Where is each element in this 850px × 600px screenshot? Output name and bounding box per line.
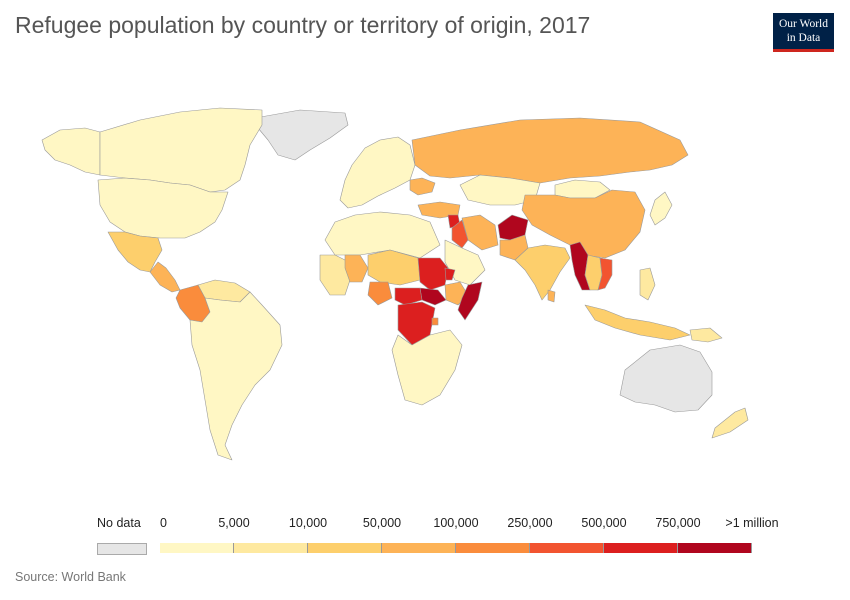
region-russia[interactable]: [411, 117, 689, 184]
region-eritrea[interactable]: [444, 267, 456, 281]
region-central-america[interactable]: [149, 261, 181, 293]
region-mali[interactable]: [344, 254, 369, 283]
region-usa[interactable]: [97, 177, 229, 239]
region-sri-lanka[interactable]: [547, 289, 556, 303]
region-india[interactable]: [514, 244, 571, 301]
region-philippines[interactable]: [639, 267, 656, 301]
region-somalia[interactable]: [457, 281, 483, 321]
region-vietnam[interactable]: [597, 257, 613, 291]
region-china[interactable]: [521, 189, 646, 259]
region-saudi-arabia[interactable]: [444, 239, 486, 286]
region-niger-chad[interactable]: [367, 249, 421, 286]
region-europe[interactable]: [339, 136, 416, 209]
region-alaska[interactable]: [41, 127, 101, 176]
region-greenland[interactable]: [254, 109, 349, 161]
region-mexico[interactable]: [107, 231, 163, 273]
region-iran[interactable]: [461, 214, 499, 251]
region-north-africa[interactable]: [324, 211, 441, 259]
region-nigeria[interactable]: [367, 281, 393, 306]
region-papua-new-guinea[interactable]: [689, 327, 723, 343]
region-japan[interactable]: [649, 191, 673, 226]
region-iraq[interactable]: [451, 219, 469, 249]
region-car[interactable]: [394, 287, 423, 306]
logo-line-2: in Data: [786, 32, 821, 44]
owid-logo[interactable]: Our World in Data: [773, 13, 834, 52]
region-south-sudan[interactable]: [419, 287, 447, 306]
region-south-america[interactable]: [189, 291, 283, 461]
region-ukraine[interactable]: [409, 177, 436, 196]
region-new-zealand[interactable]: [711, 407, 749, 439]
region-australia[interactable]: [619, 344, 713, 413]
region-indonesia[interactable]: [584, 304, 691, 341]
region-sudan[interactable]: [417, 257, 449, 291]
region-southern-africa[interactable]: [391, 329, 463, 406]
chart-title: Refugee population by country or territo…: [15, 12, 591, 38]
logo-line-1: Our World: [778, 18, 828, 30]
region-burundi[interactable]: [431, 317, 439, 326]
region-west-africa[interactable]: [319, 254, 351, 296]
source-note: Source: World Bank: [15, 570, 126, 584]
